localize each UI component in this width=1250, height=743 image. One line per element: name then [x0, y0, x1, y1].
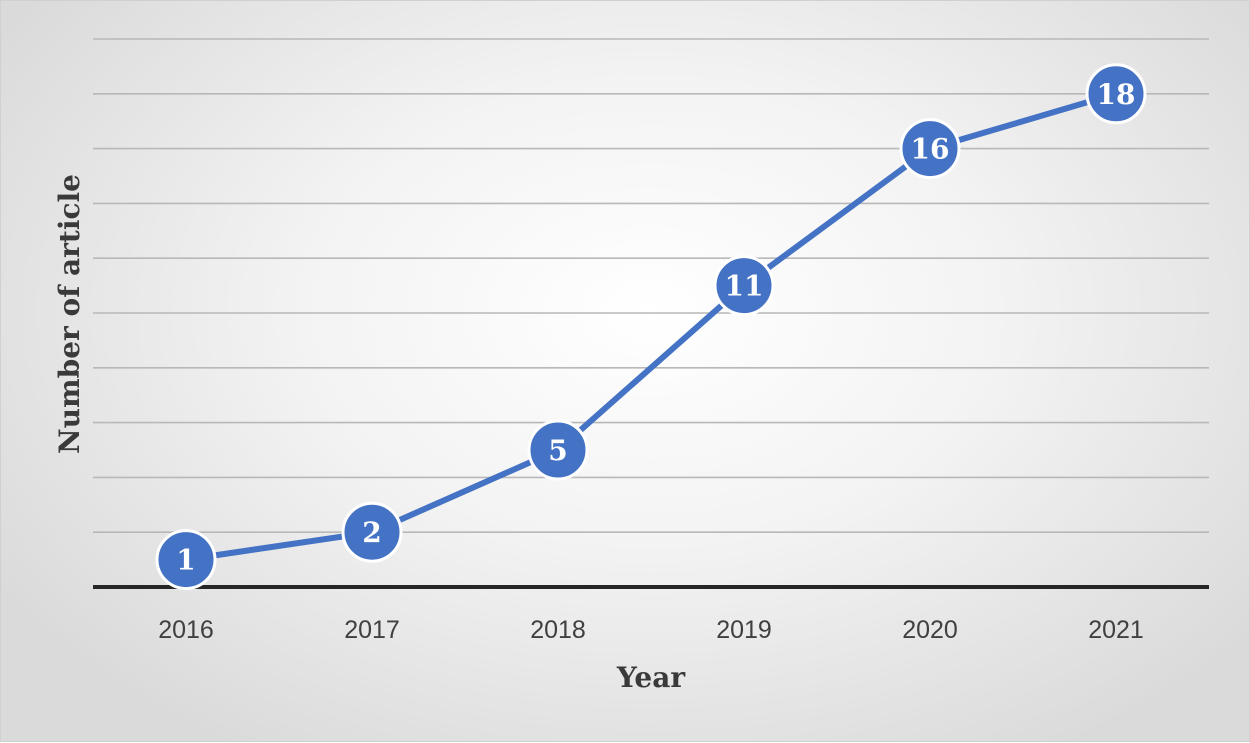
x-tick-label: 2018	[530, 616, 586, 644]
data-label: 5	[548, 434, 567, 467]
x-tick-label: 2019	[716, 616, 772, 644]
data-point-marker	[527, 419, 589, 481]
series-line	[183, 90, 1119, 563]
data-markers: 1 2 5 11 16 18	[155, 63, 1147, 591]
data-point-marker	[899, 118, 961, 180]
data-label: 18	[1097, 78, 1136, 111]
data-point-marker	[713, 255, 775, 317]
data-label: 2	[362, 516, 381, 549]
data-point-marker	[155, 529, 217, 591]
x-tick-label: 2017	[344, 616, 400, 644]
x-axis-title: Year	[616, 661, 687, 694]
data-point-marker	[1085, 63, 1147, 125]
x-tick-label: 2021	[1088, 616, 1144, 644]
x-tick-label: 2016	[158, 616, 214, 644]
x-tick-label: 2020	[902, 616, 958, 644]
y-axis-title: Number of article	[53, 174, 86, 454]
data-label: 16	[911, 133, 950, 166]
data-point-marker	[341, 501, 403, 563]
gridlines	[93, 38, 1209, 534]
data-label: 1	[176, 544, 195, 577]
x-tick-labels: 2016 2017 2018 2019 2020 2021	[158, 616, 1144, 644]
data-label: 11	[725, 270, 764, 303]
